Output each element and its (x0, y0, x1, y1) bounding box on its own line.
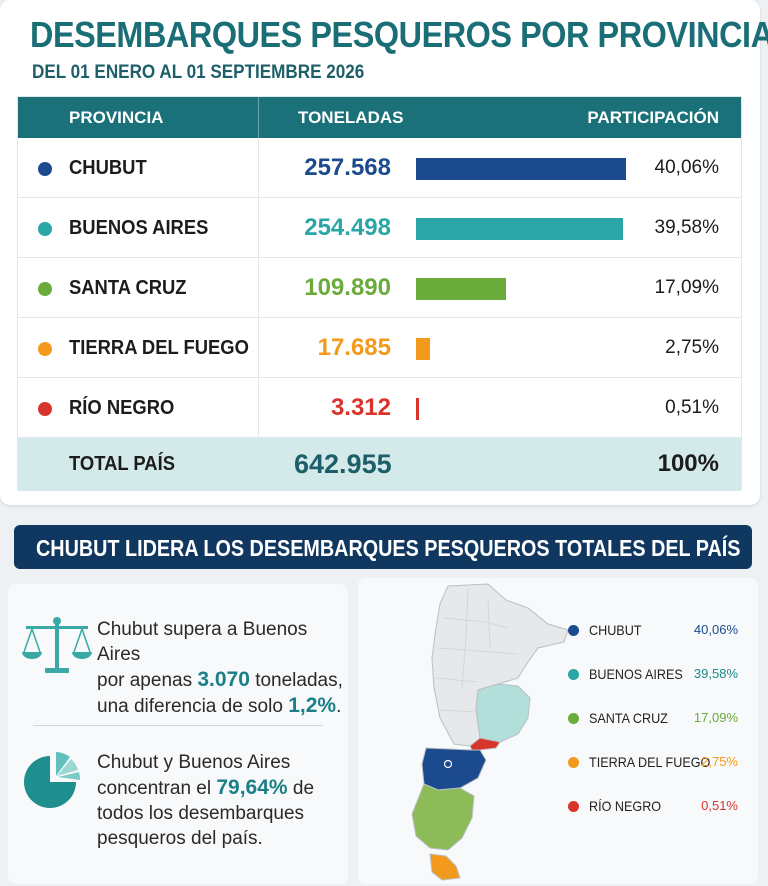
insights-card: Chubut supera a Buenos Aires por apenas … (8, 584, 348, 884)
insight-concentration: Chubut y Buenos Aires concentran el 79,6… (97, 752, 315, 849)
table-row: TIERRA DEL FUEGO 17.685 2,75% (18, 318, 741, 378)
column-header-province: PROVINCIA (69, 108, 164, 127)
map-card: CHUBUT 40,06% BUENOS AIRES 39,58% SANTA CRUZ… (358, 578, 758, 884)
legend-label: RÍO NEGRO (589, 798, 662, 814)
row-color-dot (38, 402, 52, 416)
column-header-tons: TONELADAS (298, 108, 404, 127)
map-tierra-del-fuego (429, 853, 461, 881)
row-province: BUENOS AIRES (69, 217, 209, 239)
map-chubut (421, 747, 487, 791)
row-province: SANTA CRUZ (69, 277, 187, 299)
total-label: TOTAL PAÍS (69, 453, 175, 475)
table-row: RÍO NEGRO 3.312 0,51% (18, 378, 741, 438)
map-buenos-aires (475, 683, 531, 743)
row-share: 40,06% (654, 157, 719, 178)
balance-scale-icon (22, 617, 92, 673)
legend-dot (568, 669, 579, 680)
row-province: RÍO NEGRO (69, 397, 175, 419)
column-header-share: PARTICIPACIÓN (587, 108, 719, 127)
row-share: 17,09% (654, 277, 719, 298)
legend-label: CHUBUT (589, 622, 642, 638)
legend-share: 39,58% (693, 666, 738, 681)
row-tons: 254.498 (304, 214, 391, 241)
row-bar (416, 278, 506, 300)
legend-item: TIERRA DEL FUEGO 2,75% (568, 754, 738, 774)
divider (33, 725, 323, 726)
summary-card: DESEMBARQUES PESQUEROS POR PROVINCIA DEL… (0, 0, 768, 505)
concentration-pct: 79,64% (216, 776, 288, 799)
legend-item: BUENOS AIRES 39,58% (568, 666, 738, 686)
legend-item: RÍO NEGRO 0,51% (568, 798, 738, 818)
row-bar (416, 218, 624, 240)
headline-banner: CHUBUT LIDERA LOS DESEMBARQUES PESQUEROS… (14, 525, 752, 569)
argentina-map (411, 583, 569, 881)
row-color-dot (38, 342, 52, 356)
total-row: TOTAL PAÍS 642.955 100% (18, 438, 741, 491)
row-bar (416, 338, 431, 360)
row-tons: 17.685 (317, 334, 391, 361)
legend-dot (568, 801, 579, 812)
legend-dot (568, 757, 579, 768)
legend-label: BUENOS AIRES (589, 666, 683, 682)
row-tons: 257.568 (304, 154, 391, 181)
map-santa-cruz (411, 783, 475, 851)
total-value: 642.955 (294, 449, 392, 479)
table-row: BUENOS AIRES 254.498 39,58% (18, 198, 741, 258)
row-bar (416, 158, 626, 180)
row-share: 2,75% (665, 337, 719, 358)
row-color-dot (38, 222, 52, 236)
row-tons: 3.312 (330, 394, 391, 421)
page-title: DESEMBARQUES PESQUEROS POR PROVINCIA (30, 14, 768, 55)
legend-label: TIERRA DEL FUEGO (589, 754, 711, 770)
row-share: 0,51% (665, 397, 719, 418)
legend-dot (568, 625, 579, 636)
page-subtitle: DEL 01 ENERO AL 01 SEPTIEMBRE 2026 (32, 62, 365, 83)
difference-pct: 1,2% (288, 694, 337, 717)
row-province: TIERRA DEL FUEGO (69, 337, 249, 359)
difference-value: 3.070 (197, 668, 250, 691)
legend-label: SANTA CRUZ (589, 710, 668, 726)
legend-dot (568, 713, 579, 724)
legend-share: 2,75% (701, 754, 738, 769)
row-color-dot (38, 162, 52, 176)
row-tons: 109.890 (304, 274, 391, 301)
row-color-dot (38, 282, 52, 296)
total-share: 100% (657, 450, 719, 477)
headline-text: CHUBUT LIDERA LOS DESEMBARQUES PESQUEROS… (36, 535, 741, 561)
table-row: SANTA CRUZ 109.890 17,09% (18, 258, 741, 318)
landings-table: PROVINCIA TONELADAS PARTICIPACIÓN CHUBUT… (17, 96, 742, 491)
legend-share: 17,09% (693, 710, 738, 725)
pie-chart-icon (24, 752, 81, 808)
legend-item: SANTA CRUZ 17,09% (568, 710, 738, 730)
row-bar (416, 398, 419, 420)
legend-item: CHUBUT 40,06% (568, 622, 738, 642)
row-province: CHUBUT (69, 157, 147, 179)
legend-share: 0,51% (701, 798, 738, 813)
legend-share: 40,06% (693, 622, 738, 637)
table-header: PROVINCIA TONELADAS PARTICIPACIÓN (18, 97, 741, 138)
table-row: CHUBUT 257.568 40,06% (18, 138, 741, 198)
row-share: 39,58% (654, 217, 719, 238)
insight-difference: Chubut supera a Buenos Aires por apenas … (97, 619, 343, 717)
